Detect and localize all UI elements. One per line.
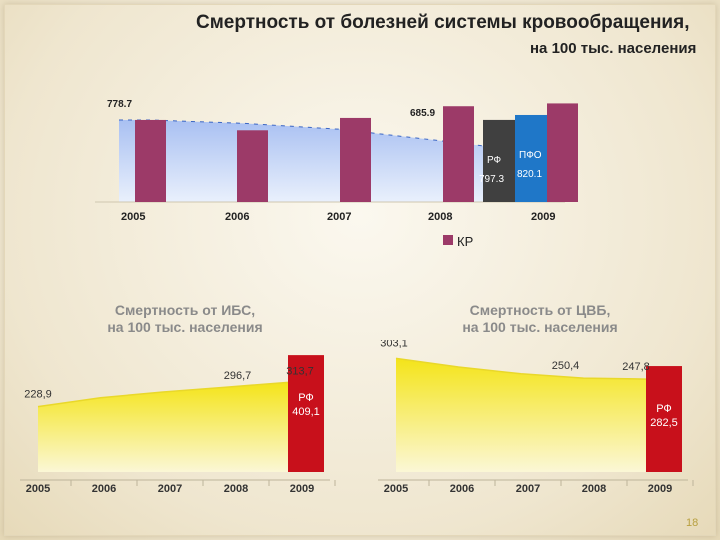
ihd-mortality-chart: РФ 409,1 228,9 296,7 313,7 2005 2006 2007 2008 20… xyxy=(20,355,336,495)
background-label-2008: 685.9 xyxy=(410,108,435,119)
value-label-2005: 228,9 xyxy=(24,389,52,401)
kr-bar-2006 xyxy=(237,130,268,202)
slide-subtitle: на 100 тыс. населения xyxy=(530,40,697,57)
kr-bar-2005 xyxy=(135,119,166,202)
cvd-title-line1: Смертность от ЦВБ, xyxy=(469,302,611,318)
x-tick-2009: 2009 xyxy=(531,211,555,223)
background-label-2005: 778.7 xyxy=(107,99,132,110)
value-label-2008: 296,7 xyxy=(224,370,252,382)
extra-bar-name-pfo: ПФО xyxy=(519,150,542,161)
x-tick-2005: 2005 xyxy=(26,483,50,495)
value-label-2009: 247,8 xyxy=(622,361,650,373)
extra-bar-name-rf: РФ xyxy=(487,155,502,166)
circulatory-mortality-chart: 778.7685.9633.5РФ797.3ПФО820.12005200620… xyxy=(95,99,578,249)
rf-bar xyxy=(646,366,682,472)
legend-label-kr: КР xyxy=(457,234,473,249)
x-tick-2006: 2006 xyxy=(92,483,116,495)
extra-bar-value-rf: 797.3 xyxy=(479,174,504,185)
ihd-chart-title: Смертность от ИБС, на 100 тыс. населения xyxy=(60,302,310,336)
cvd-chart-title: Смертность от ЦВБ, на 100 тыс. населения xyxy=(415,302,665,336)
value-label-2008: 250,4 xyxy=(552,360,580,372)
extra-bar-rf xyxy=(483,119,515,202)
page-number: 18 xyxy=(686,517,699,529)
area-fill xyxy=(396,358,646,472)
extra-bar-value-pfo: 820.1 xyxy=(517,169,542,180)
area-fill xyxy=(38,382,288,472)
x-tick-2009: 2009 xyxy=(648,483,672,495)
value-label-2009: 313,7 xyxy=(286,365,314,377)
x-tick-2006: 2006 xyxy=(450,483,474,495)
background-area xyxy=(119,119,529,202)
rf-bar-name: РФ xyxy=(298,392,314,404)
value-label-2005: 303,1 xyxy=(380,340,408,349)
rf-bar-name: РФ xyxy=(656,403,672,415)
x-tick-2007: 2007 xyxy=(158,483,182,495)
ihd-title-line1: Смертность от ИБС, xyxy=(114,302,256,318)
slide-border xyxy=(4,4,716,536)
x-tick-2008: 2008 xyxy=(582,483,606,495)
rf-bar-value: 282,5 xyxy=(650,417,678,429)
cvd-title-line2: на 100 тыс. населения xyxy=(462,319,618,335)
x-tick-2006: 2006 xyxy=(225,211,249,223)
area-line xyxy=(395,357,647,380)
kr-bar-2007 xyxy=(340,117,371,202)
x-tick-2007: 2007 xyxy=(516,483,540,495)
rf-bar xyxy=(288,355,324,472)
x-tick-2005: 2005 xyxy=(384,483,408,495)
slide-title: Смертность от болезней системы кровообра… xyxy=(196,12,690,33)
cvd-mortality-chart: РФ 282,5 303,1 250,4 247,8 2005 2006 2007 2008 20… xyxy=(378,340,694,495)
legend-swatch-kr xyxy=(443,235,453,245)
rf-bar-value: 409,1 xyxy=(292,406,320,418)
x-tick-2007: 2007 xyxy=(327,211,351,223)
x-tick-2008: 2008 xyxy=(224,483,248,495)
extra-bar-pfo xyxy=(515,114,547,202)
kr-bar-2009 xyxy=(547,103,578,202)
x-tick-2008: 2008 xyxy=(428,211,452,223)
area-line xyxy=(37,381,289,408)
background-line xyxy=(119,119,530,152)
x-tick-2005: 2005 xyxy=(121,211,145,223)
x-tick-2009: 2009 xyxy=(290,483,314,495)
kr-bar-2008 xyxy=(443,106,474,202)
ihd-title-line2: на 100 тыс. населения xyxy=(107,319,263,335)
